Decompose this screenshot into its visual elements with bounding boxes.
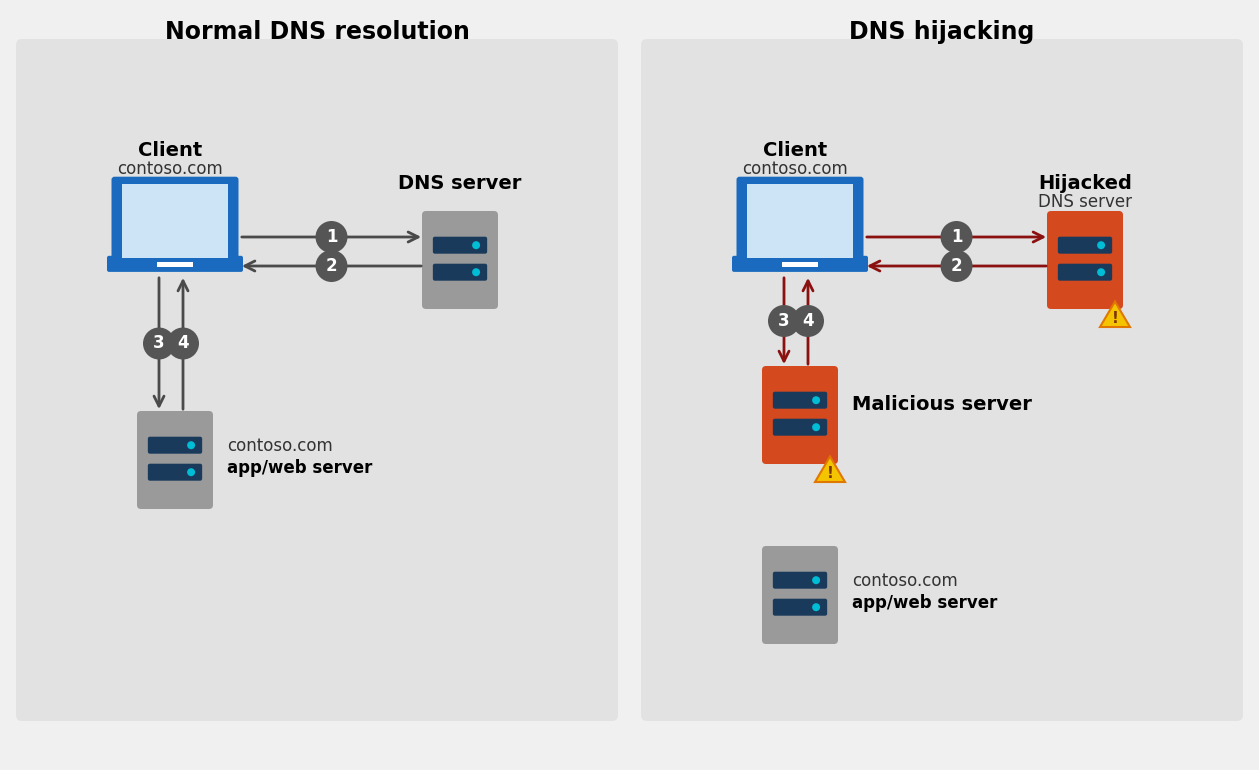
Circle shape: [472, 268, 480, 276]
FancyBboxPatch shape: [422, 211, 499, 309]
Polygon shape: [1100, 302, 1131, 327]
Text: contoso.com: contoso.com: [742, 160, 847, 178]
Circle shape: [812, 424, 820, 431]
FancyBboxPatch shape: [1058, 236, 1112, 253]
Text: Client: Client: [138, 141, 203, 160]
Text: 2: 2: [951, 257, 962, 275]
Circle shape: [812, 576, 820, 584]
Text: contoso.com: contoso.com: [117, 160, 223, 178]
Text: DNS server: DNS server: [398, 174, 521, 193]
FancyBboxPatch shape: [137, 411, 213, 509]
FancyBboxPatch shape: [773, 419, 827, 436]
Text: 4: 4: [178, 334, 189, 353]
Text: contoso.com: contoso.com: [227, 437, 332, 455]
Polygon shape: [815, 457, 845, 482]
Text: 2: 2: [326, 257, 337, 275]
FancyBboxPatch shape: [782, 263, 817, 266]
Circle shape: [316, 250, 347, 282]
Text: !: !: [1112, 311, 1118, 326]
Text: !: !: [827, 467, 833, 481]
Text: Client: Client: [763, 141, 827, 160]
Circle shape: [167, 327, 199, 360]
Text: DNS server: DNS server: [1037, 193, 1132, 211]
Text: app/web server: app/web server: [227, 459, 373, 477]
FancyBboxPatch shape: [16, 39, 618, 721]
Text: 1: 1: [951, 228, 962, 246]
FancyBboxPatch shape: [1047, 211, 1123, 309]
Text: 1: 1: [326, 228, 337, 246]
FancyBboxPatch shape: [747, 184, 852, 258]
FancyBboxPatch shape: [157, 263, 193, 266]
FancyBboxPatch shape: [641, 39, 1243, 721]
Circle shape: [144, 327, 175, 360]
Text: Normal DNS resolution: Normal DNS resolution: [165, 20, 470, 44]
FancyBboxPatch shape: [147, 464, 203, 480]
FancyBboxPatch shape: [122, 184, 228, 258]
Circle shape: [812, 397, 820, 404]
Text: app/web server: app/web server: [852, 594, 997, 612]
Circle shape: [316, 221, 347, 253]
FancyBboxPatch shape: [762, 546, 838, 644]
Circle shape: [1097, 268, 1105, 276]
FancyBboxPatch shape: [107, 256, 243, 272]
Circle shape: [188, 468, 195, 476]
FancyBboxPatch shape: [112, 176, 238, 269]
Circle shape: [940, 221, 972, 253]
Text: 4: 4: [802, 312, 813, 330]
Circle shape: [940, 250, 972, 282]
FancyBboxPatch shape: [762, 366, 838, 464]
FancyBboxPatch shape: [737, 176, 864, 269]
Circle shape: [1097, 241, 1105, 249]
FancyBboxPatch shape: [433, 263, 487, 281]
FancyBboxPatch shape: [773, 392, 827, 409]
Text: Malicious server: Malicious server: [852, 396, 1032, 414]
Text: contoso.com: contoso.com: [852, 572, 958, 590]
FancyBboxPatch shape: [773, 571, 827, 589]
Circle shape: [768, 305, 799, 337]
FancyBboxPatch shape: [731, 256, 867, 272]
Text: 3: 3: [154, 334, 165, 353]
Circle shape: [812, 603, 820, 611]
Text: DNS hijacking: DNS hijacking: [850, 20, 1035, 44]
FancyBboxPatch shape: [1058, 263, 1112, 281]
FancyBboxPatch shape: [773, 599, 827, 616]
Text: Hijacked: Hijacked: [1039, 174, 1132, 193]
FancyBboxPatch shape: [147, 437, 203, 454]
FancyBboxPatch shape: [433, 236, 487, 253]
Text: 3: 3: [778, 312, 789, 330]
Circle shape: [188, 441, 195, 449]
Circle shape: [792, 305, 823, 337]
Circle shape: [472, 241, 480, 249]
